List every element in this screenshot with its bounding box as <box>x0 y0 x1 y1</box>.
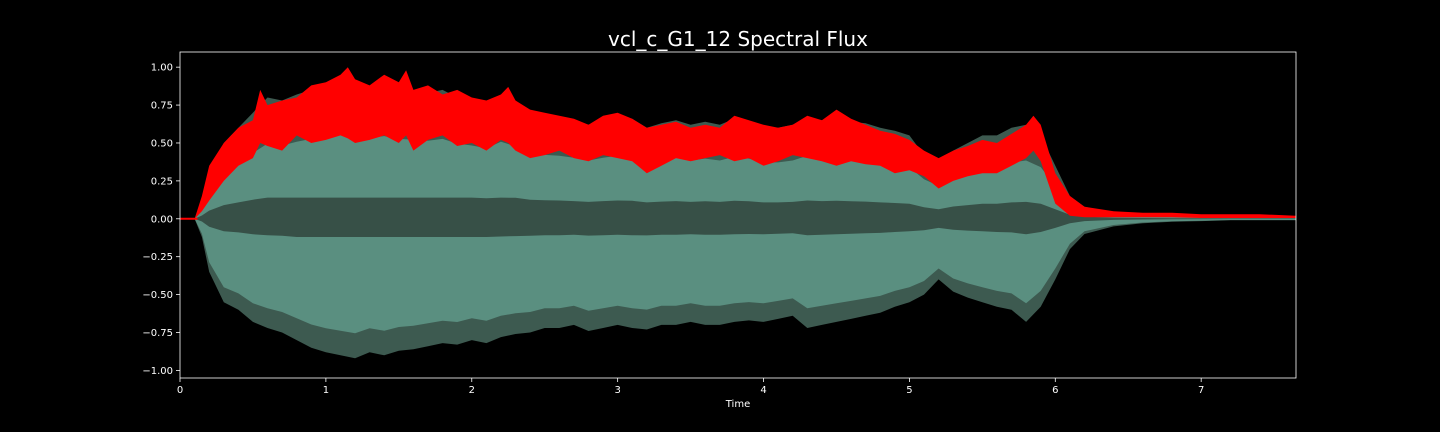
x-tick-label: 1 <box>323 385 329 396</box>
spectral-flux-band <box>180 67 1296 219</box>
y-tick-label: −0.75 <box>142 328 173 339</box>
x-tick-label: 4 <box>760 385 766 396</box>
y-tick-label: 1.00 <box>151 63 173 74</box>
y-tick-label: −0.50 <box>142 290 173 301</box>
x-tick-label: 0 <box>177 385 183 396</box>
y-tick-label: 0.25 <box>151 176 173 187</box>
x-tick-label: 5 <box>906 385 912 396</box>
plot-frame <box>179 51 1297 379</box>
plot-area <box>180 67 1296 359</box>
x-tick-label: 3 <box>614 385 620 396</box>
y-tick-label: 0.50 <box>151 138 173 149</box>
y-tick-label: 0.75 <box>151 101 173 112</box>
x-tick-label: 7 <box>1198 385 1204 396</box>
chart-title: vcl_c_G1_12 Spectral Flux <box>608 27 868 51</box>
axes: 0 1 2 3 4 5 6 7 1.00 0.75 0.50 0.25 0.00 −0.25 −0.50 −0… <box>142 51 1297 396</box>
x-axis-label: Time <box>725 399 750 410</box>
x-tick-label: 6 <box>1052 385 1058 396</box>
x-tick-label: 2 <box>469 385 475 396</box>
y-tick-label: 0.00 <box>151 214 173 225</box>
y-tick-label: −0.25 <box>142 252 173 263</box>
waveform-core <box>180 197 1296 237</box>
y-tick-label: −1.00 <box>142 366 173 377</box>
